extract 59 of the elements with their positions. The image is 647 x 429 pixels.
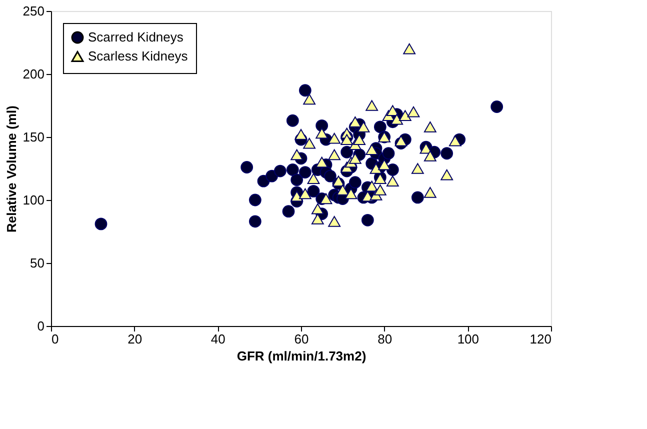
x-tick-label: 40 <box>210 332 226 346</box>
point <box>407 106 420 118</box>
point <box>307 173 320 184</box>
point <box>328 132 341 144</box>
point <box>378 159 391 170</box>
y-axis-title: Relative Volume (ml) <box>4 106 19 232</box>
point <box>403 43 416 54</box>
point <box>332 176 345 187</box>
legend-label: Scarred Kidneys <box>88 30 184 44</box>
y-tick-label: 0 <box>37 318 44 334</box>
point <box>311 203 324 214</box>
point <box>316 156 328 168</box>
point <box>357 121 370 132</box>
point <box>390 114 404 125</box>
x-tick-label: 100 <box>457 332 480 346</box>
x-tick-label: 0 <box>52 332 59 346</box>
x-tick-label: 80 <box>378 332 392 346</box>
point <box>394 135 408 146</box>
point <box>316 128 328 139</box>
point <box>303 94 316 105</box>
point <box>374 184 386 196</box>
point <box>386 176 399 187</box>
point <box>311 213 324 224</box>
point <box>440 169 454 180</box>
x-axis-title: GFR (ml/min/1.73m2) <box>236 348 366 364</box>
point <box>366 100 378 111</box>
point <box>398 110 412 122</box>
point <box>320 193 332 204</box>
point <box>290 190 304 202</box>
point <box>424 121 436 132</box>
point <box>298 188 312 200</box>
y-tick-label: 250 <box>22 4 44 18</box>
y-tick-label: 200 <box>22 66 44 82</box>
point <box>303 138 316 149</box>
point <box>340 134 354 145</box>
point <box>448 135 462 146</box>
point <box>424 187 436 198</box>
point <box>294 129 308 140</box>
point <box>424 150 436 162</box>
x-tick-label: 20 <box>128 332 142 346</box>
point <box>328 149 341 160</box>
point <box>290 149 304 160</box>
point <box>370 163 382 174</box>
point <box>353 134 366 145</box>
point <box>366 144 378 156</box>
y-tick-label: 50 <box>30 256 44 270</box>
point <box>344 188 358 200</box>
y-tick-label: 100 <box>22 192 44 208</box>
point <box>411 163 424 174</box>
y-tick-label: 150 <box>22 130 44 144</box>
point <box>386 105 399 116</box>
point <box>348 116 362 128</box>
point <box>328 216 341 227</box>
point <box>336 184 349 196</box>
x-tick-label: 120 <box>530 332 552 346</box>
point <box>348 152 362 164</box>
x-tick-label: 60 <box>294 332 309 346</box>
legend-label: Scarless Kidneys <box>88 48 188 64</box>
point <box>366 180 378 192</box>
